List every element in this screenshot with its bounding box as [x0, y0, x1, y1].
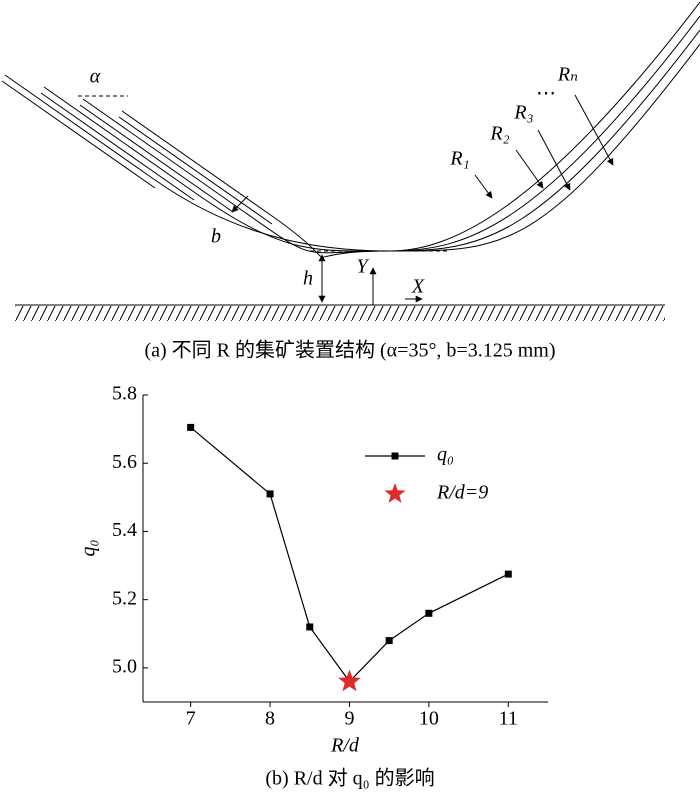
x-tick-label: 10 — [419, 708, 439, 730]
collector-plate — [82, 29, 700, 254]
data-point — [504, 570, 512, 578]
r3-arrow — [537, 129, 571, 191]
plate-edge — [79, 104, 234, 213]
r1-arrow — [474, 174, 493, 199]
label-r1: R₁ — [449, 148, 469, 170]
plate-edge — [1, 80, 156, 189]
data-point — [425, 609, 433, 617]
x-axis-label: R/d — [330, 735, 360, 757]
rn-arrow — [574, 94, 614, 166]
x-tick-label: 7 — [186, 708, 196, 730]
data-point — [306, 623, 314, 631]
label-alpha: α — [90, 66, 101, 88]
data-point — [385, 637, 393, 645]
diagram — [1, 1, 700, 321]
label-y: Y — [356, 256, 369, 278]
label-ellipsis: ⋯ — [536, 83, 556, 105]
y-axis-label: q₀ — [78, 539, 100, 556]
legend-star — [384, 483, 406, 503]
label-b: b — [211, 226, 221, 248]
y-tick-label: 5.0 — [112, 655, 137, 677]
caption-b: (b) R/d 对 q₀ 的影响 — [265, 767, 434, 790]
data-point — [266, 490, 274, 498]
x-tick-label: 9 — [344, 708, 354, 730]
legend-marker — [391, 452, 399, 460]
plate-edge — [118, 116, 273, 225]
y-tick-label: 5.2 — [112, 587, 137, 609]
collector-plate — [4, 1, 700, 252]
data-line — [190, 426, 509, 683]
star-marker — [338, 669, 361, 692]
x-tick-label: 8 — [265, 708, 275, 730]
legend-label: q₀ — [437, 444, 454, 466]
label-r2: R₂ — [489, 123, 509, 145]
b-arrow — [231, 195, 249, 213]
collector-plate — [121, 43, 700, 258]
ground-hatch — [15, 306, 665, 321]
label-h: h — [303, 268, 313, 290]
data-point — [187, 423, 195, 431]
label-x: X — [411, 276, 425, 298]
x-tick-label: 11 — [499, 708, 518, 730]
label-r3: R₃ — [513, 102, 533, 124]
y-tick-label: 5.6 — [112, 451, 137, 473]
r2-arrow — [515, 149, 544, 189]
caption-a: (a) 不同 R 的集矿装置结构 (α=35°, b=3.125 mm) — [144, 339, 555, 362]
label-rn: Rₙ — [557, 64, 578, 86]
y-tick-label: 5.8 — [112, 383, 137, 405]
plate-edge — [40, 92, 195, 201]
legend-label: R/d=9 — [436, 482, 488, 504]
y-tick-label: 5.4 — [112, 519, 137, 541]
